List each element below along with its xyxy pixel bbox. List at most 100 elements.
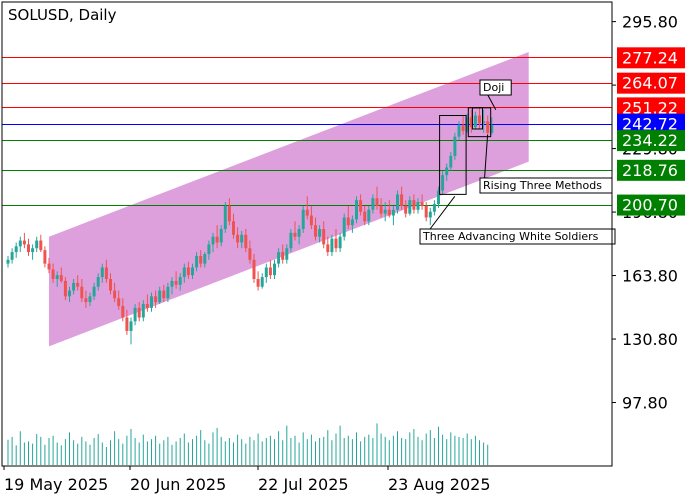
candle: [166, 282, 170, 303]
candle-body: [273, 263, 276, 276]
level-price-tag: 218.76: [617, 159, 685, 181]
candle-body: [96, 277, 100, 287]
annotation-callout: Three Advancing White Soldiers: [419, 195, 616, 245]
candle-body: [396, 194, 399, 210]
candle-body: [10, 252, 14, 260]
candle: [88, 292, 92, 306]
annotation-box: [419, 228, 616, 245]
candle-body: [465, 117, 469, 131]
candle-body: [473, 115, 477, 128]
candle-body: [469, 117, 473, 128]
pattern-box-doji: [471, 107, 483, 130]
candle-body: [391, 209, 395, 216]
level-tag-label: 218.76: [622, 161, 678, 180]
candle-body: [80, 286, 84, 299]
candle: [363, 205, 367, 226]
regression-channel: [49, 52, 529, 347]
candle: [486, 115, 490, 137]
candle-body: [47, 263, 51, 270]
candle: [158, 286, 162, 305]
candle-body: [39, 240, 43, 251]
candle: [359, 194, 363, 216]
candle-body: [412, 200, 416, 210]
candle: [203, 252, 207, 268]
candle-body: [72, 282, 76, 291]
candle: [424, 202, 428, 222]
level-tag-label: 264.07: [622, 74, 678, 93]
candle-body: [27, 244, 30, 253]
candle-body: [174, 280, 178, 285]
candle-body: [457, 125, 461, 137]
candle-body: [297, 228, 301, 237]
candle-body: [121, 305, 125, 318]
candle: [100, 263, 104, 283]
candle: [387, 200, 391, 218]
candle-body: [6, 259, 10, 264]
candle: [47, 257, 51, 274]
candle: [301, 205, 305, 233]
candle-body: [322, 228, 326, 245]
candle: [285, 244, 289, 264]
candle: [326, 236, 330, 256]
candle-body: [309, 215, 313, 226]
candle: [195, 252, 199, 272]
candle: [51, 263, 55, 283]
candle-body: [285, 248, 289, 260]
candle: [482, 109, 486, 133]
candle-body: [453, 136, 457, 156]
candle: [174, 271, 178, 289]
candle: [412, 194, 416, 214]
candle: [449, 152, 453, 172]
candle-body: [314, 225, 317, 237]
candle: [182, 263, 186, 283]
candle-body: [63, 280, 67, 297]
candle: [227, 198, 231, 226]
candle: [289, 228, 293, 253]
candle-body: [191, 267, 194, 276]
candle: [281, 244, 285, 264]
annotation-label: Rising Three Methods: [483, 179, 602, 192]
candle: [10, 248, 14, 264]
candle: [478, 107, 481, 129]
candle: [121, 298, 125, 322]
candle: [342, 213, 346, 241]
candle-body: [158, 290, 162, 303]
candle-body: [387, 209, 391, 216]
pattern-box-three-soldiers: [439, 114, 467, 195]
x-tick-label: 23 Aug 2025: [388, 475, 491, 494]
candle-body: [404, 205, 408, 214]
candle: [76, 275, 80, 291]
candle: [330, 234, 334, 256]
candle: [92, 282, 96, 301]
candle: [297, 225, 301, 245]
candle-body: [350, 219, 354, 226]
candle-body: [248, 248, 252, 260]
candle: [141, 300, 145, 322]
candle: [162, 284, 166, 303]
candle-body: [260, 277, 264, 287]
candle-body: [256, 279, 260, 287]
candle-body: [379, 205, 383, 214]
annotation-box: [479, 79, 512, 96]
candle: [334, 228, 338, 253]
candle: [416, 198, 420, 214]
level-tag-bg: [617, 47, 685, 69]
candle: [375, 186, 379, 210]
candle: [59, 267, 63, 283]
candle: [150, 292, 153, 312]
candle-body: [14, 246, 18, 253]
candle-body: [268, 267, 272, 276]
y-tick-label: 97.80: [622, 394, 668, 413]
candle-body: [199, 255, 203, 264]
candle-body: [195, 255, 199, 268]
candle: [211, 232, 215, 253]
candle: [408, 196, 412, 216]
candle-body: [449, 155, 453, 168]
candle: [473, 111, 477, 129]
candle-body: [252, 259, 256, 280]
candle-body: [150, 296, 153, 308]
annotation-callout: Doji: [479, 79, 512, 110]
candle-body: [133, 307, 137, 322]
candle-body: [416, 202, 420, 210]
level-price-tag: 277.24: [617, 47, 685, 69]
